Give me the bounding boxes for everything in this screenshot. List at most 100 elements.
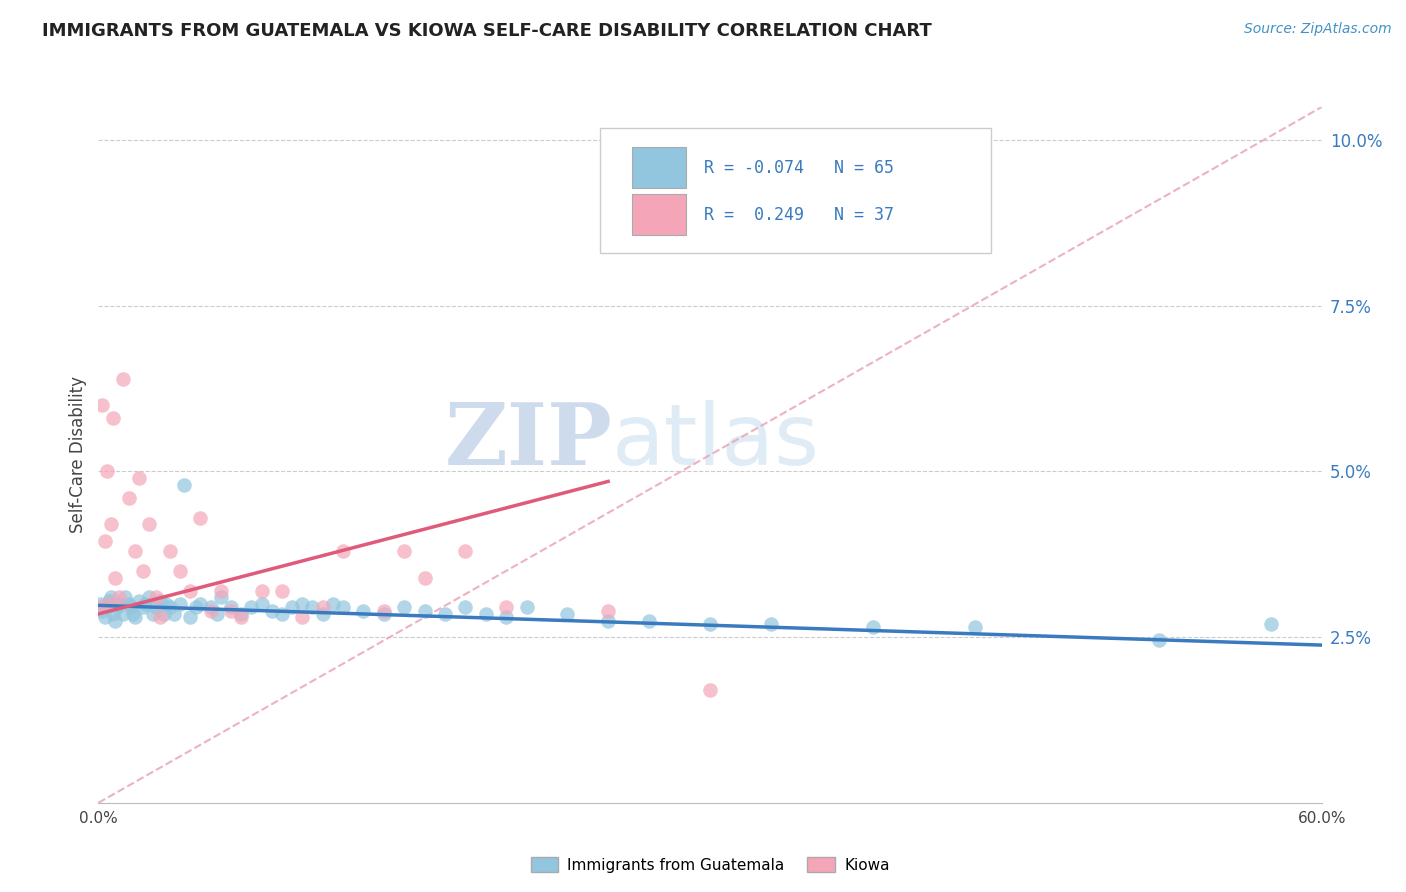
Point	[495, 600, 517, 615]
Point	[128, 471, 150, 485]
Point	[101, 607, 124, 621]
Point	[169, 564, 191, 578]
Point	[332, 600, 354, 615]
Point	[142, 607, 165, 621]
Point	[89, 597, 111, 611]
Point	[132, 600, 155, 615]
Point	[145, 591, 167, 605]
Point	[231, 607, 253, 621]
Point	[598, 604, 620, 618]
Point	[163, 607, 186, 621]
Point	[186, 600, 208, 615]
Point	[1147, 633, 1170, 648]
FancyBboxPatch shape	[631, 147, 686, 188]
Point	[699, 616, 721, 631]
Point	[155, 597, 177, 611]
Point	[434, 607, 457, 621]
Point	[219, 600, 242, 615]
Point	[699, 683, 721, 698]
Point	[134, 597, 156, 611]
Point	[104, 614, 127, 628]
Point	[209, 591, 232, 605]
Point	[152, 607, 174, 621]
Point	[96, 600, 118, 615]
Point	[169, 597, 191, 611]
Point	[93, 610, 115, 624]
Point	[96, 465, 118, 479]
Point	[122, 607, 145, 621]
Point	[159, 600, 181, 615]
Point	[91, 604, 114, 618]
Point	[179, 610, 201, 624]
Point	[322, 597, 344, 611]
Text: R =  0.249   N = 37: R = 0.249 N = 37	[704, 206, 894, 224]
Point	[89, 600, 111, 615]
Point	[138, 517, 160, 532]
Point	[205, 607, 228, 621]
Point	[118, 491, 141, 505]
Point	[557, 607, 579, 621]
Point	[250, 597, 273, 611]
Point	[124, 610, 146, 624]
Point	[145, 600, 167, 615]
Point	[240, 600, 263, 615]
Point	[495, 610, 517, 624]
Point	[132, 564, 155, 578]
Point	[1260, 616, 1282, 631]
Text: IMMIGRANTS FROM GUATEMALA VS KIOWA SELF-CARE DISABILITY CORRELATION CHART: IMMIGRANTS FROM GUATEMALA VS KIOWA SELF-…	[42, 22, 932, 40]
Point	[93, 534, 115, 549]
Point	[291, 597, 314, 611]
Point	[291, 610, 314, 624]
Point	[281, 600, 304, 615]
Point	[114, 591, 136, 605]
Point	[128, 593, 150, 607]
Point	[188, 511, 212, 525]
Point	[373, 607, 395, 621]
Point	[97, 597, 120, 611]
Text: atlas: atlas	[612, 400, 820, 483]
Point	[179, 583, 201, 598]
Point	[159, 544, 181, 558]
Point	[454, 544, 477, 558]
Point	[173, 477, 195, 491]
Point	[270, 583, 294, 598]
Legend: Immigrants from Guatemala, Kiowa: Immigrants from Guatemala, Kiowa	[524, 850, 896, 879]
Y-axis label: Self-Care Disability: Self-Care Disability	[69, 376, 87, 533]
Point	[392, 600, 416, 615]
FancyBboxPatch shape	[631, 194, 686, 235]
Point	[301, 600, 323, 615]
Point	[373, 604, 395, 618]
Point	[188, 597, 212, 611]
Point	[149, 610, 172, 624]
Point	[516, 600, 538, 615]
FancyBboxPatch shape	[600, 128, 991, 253]
Point	[312, 600, 335, 615]
Point	[231, 610, 253, 624]
Point	[91, 398, 114, 412]
Point	[250, 583, 273, 598]
Text: Source: ZipAtlas.com: Source: ZipAtlas.com	[1244, 22, 1392, 37]
Point	[101, 411, 124, 425]
Point	[105, 600, 128, 615]
Point	[120, 600, 142, 615]
Point	[413, 570, 436, 584]
Point	[352, 604, 374, 618]
Point	[862, 620, 884, 634]
Point	[111, 607, 134, 621]
Point	[200, 600, 222, 615]
Point	[100, 591, 122, 605]
Point	[200, 604, 222, 618]
Point	[638, 614, 661, 628]
Point	[474, 607, 498, 621]
Text: ZIP: ZIP	[444, 399, 612, 483]
Point	[108, 591, 131, 605]
Point	[118, 597, 141, 611]
Point	[454, 600, 477, 615]
Point	[111, 372, 134, 386]
Point	[312, 607, 335, 621]
Point	[761, 616, 783, 631]
Point	[270, 607, 294, 621]
Point	[260, 604, 283, 618]
Point	[965, 620, 987, 634]
Point	[124, 544, 146, 558]
